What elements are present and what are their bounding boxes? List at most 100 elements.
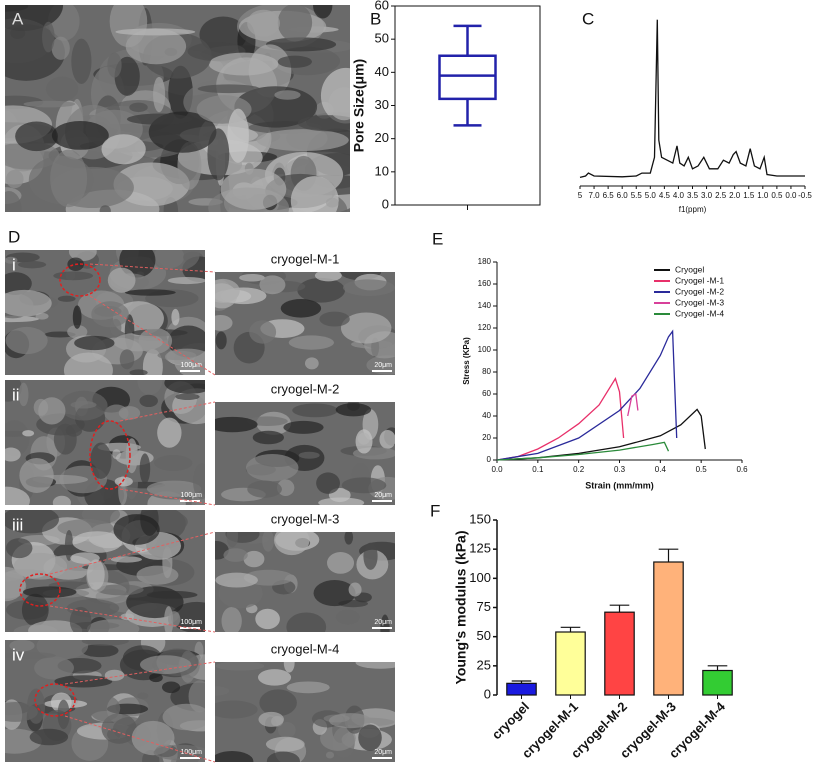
x-tick-label: 7.0 bbox=[589, 191, 601, 200]
texture bbox=[283, 420, 324, 434]
texture bbox=[5, 169, 24, 189]
y-tick-label: 50 bbox=[477, 628, 491, 643]
y-tick-label: 20 bbox=[375, 130, 389, 145]
texture bbox=[363, 542, 378, 570]
x-tick-label: 3.5 bbox=[687, 191, 699, 200]
texture bbox=[348, 582, 362, 597]
y-tick-label: 120 bbox=[478, 323, 492, 332]
texture bbox=[140, 655, 192, 675]
x-axis-label: f1(ppm) bbox=[679, 205, 707, 214]
texture bbox=[177, 141, 202, 190]
y-tick-label: 160 bbox=[478, 279, 492, 288]
texture bbox=[283, 662, 295, 673]
connector bbox=[64, 661, 216, 685]
y-tick-label: 20 bbox=[482, 433, 491, 442]
y-tick-label: 0 bbox=[484, 686, 491, 701]
texture bbox=[257, 669, 292, 686]
x-tick-label: cryogel bbox=[489, 699, 532, 742]
texture bbox=[54, 675, 113, 688]
texture bbox=[243, 550, 265, 568]
texture bbox=[344, 532, 354, 545]
texture bbox=[341, 477, 387, 494]
texture bbox=[114, 476, 133, 487]
y-tick-label: 125 bbox=[469, 541, 491, 556]
texture bbox=[215, 331, 227, 350]
texture bbox=[81, 643, 119, 658]
box bbox=[438, 54, 497, 101]
y-tick-label: 150 bbox=[469, 511, 491, 526]
texture bbox=[5, 289, 52, 317]
texture bbox=[168, 611, 181, 628]
texture bbox=[5, 573, 27, 599]
panel-label: F bbox=[430, 501, 440, 520]
texture bbox=[99, 205, 111, 212]
texture bbox=[63, 352, 113, 375]
data-line bbox=[627, 392, 639, 417]
sem-image bbox=[215, 272, 395, 375]
texture bbox=[215, 662, 265, 671]
texture bbox=[67, 324, 88, 339]
texture bbox=[273, 532, 310, 556]
texture bbox=[379, 429, 395, 449]
scale-bar-label: 20μm bbox=[374, 619, 392, 626]
texture bbox=[65, 424, 83, 437]
texture bbox=[139, 394, 158, 408]
highlight bbox=[19, 573, 61, 607]
x-tick-label: 0.5 bbox=[696, 465, 708, 474]
texture bbox=[45, 76, 79, 102]
texture bbox=[90, 442, 112, 479]
caption: cryogel-M-4 bbox=[271, 641, 340, 656]
texture bbox=[255, 608, 280, 630]
texture bbox=[124, 289, 176, 296]
panel-label: D bbox=[8, 227, 20, 246]
texture bbox=[52, 495, 71, 505]
texture bbox=[50, 149, 88, 208]
texture bbox=[193, 463, 205, 500]
x-tick-label: -0.5 bbox=[798, 191, 812, 200]
roman-label: ii bbox=[12, 385, 20, 404]
x-tick-label: 0.0 bbox=[491, 465, 503, 474]
texture bbox=[125, 28, 187, 65]
y-tick-label: 0 bbox=[382, 196, 389, 211]
x-tick-label: 3.0 bbox=[701, 191, 713, 200]
texture bbox=[280, 299, 322, 318]
texture bbox=[5, 190, 22, 212]
y-tick-label: 0 bbox=[487, 455, 492, 464]
texture bbox=[175, 393, 200, 401]
texture bbox=[249, 320, 277, 344]
texture bbox=[23, 100, 76, 108]
scale-bar-label: 20μm bbox=[374, 492, 392, 499]
texture bbox=[276, 479, 295, 496]
texture bbox=[256, 129, 349, 152]
texture bbox=[290, 176, 339, 212]
texture bbox=[292, 403, 339, 418]
y-tick-label: 25 bbox=[477, 657, 491, 672]
x-tick-label: 0.6 bbox=[736, 465, 748, 474]
texture bbox=[164, 380, 205, 394]
x-tick-label: 0.5 bbox=[771, 191, 783, 200]
scale-bar-label: 100μm bbox=[180, 492, 202, 499]
y-tick-label: 80 bbox=[482, 367, 491, 376]
x-tick-label: 0.2 bbox=[573, 465, 585, 474]
texture bbox=[113, 162, 190, 207]
x-tick-label: 0.1 bbox=[532, 465, 544, 474]
roman-label: i bbox=[12, 255, 16, 274]
texture bbox=[5, 326, 48, 355]
texture bbox=[22, 430, 35, 437]
x-tick-label: 1.0 bbox=[757, 191, 769, 200]
texture bbox=[136, 565, 179, 585]
texture bbox=[245, 454, 299, 482]
texture bbox=[327, 552, 355, 574]
legend-label: Cryogel -M-2 bbox=[675, 286, 724, 296]
texture bbox=[127, 113, 192, 125]
texture bbox=[72, 531, 123, 553]
texture bbox=[21, 593, 49, 627]
texture bbox=[125, 438, 138, 474]
texture bbox=[247, 480, 282, 498]
texture bbox=[5, 18, 54, 64]
texture bbox=[252, 430, 284, 445]
texture bbox=[35, 312, 49, 320]
x-tick-label: 2.5 bbox=[715, 191, 727, 200]
texture bbox=[171, 308, 180, 326]
